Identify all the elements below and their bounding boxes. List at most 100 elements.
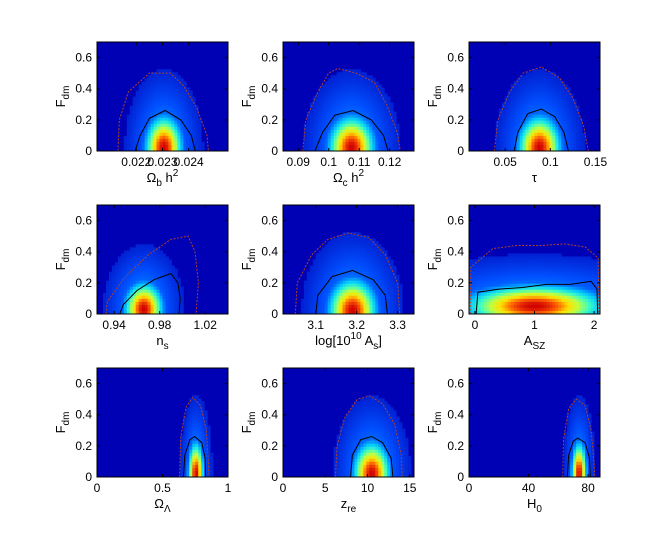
heatmap-cell: [535, 72, 538, 75]
heatmap-cell: [529, 133, 532, 136]
heatmap-cell: [576, 136, 579, 139]
heatmap-cell: [552, 121, 555, 124]
heatmap-cell: [130, 284, 133, 287]
heatmap-cell: [582, 290, 585, 293]
heatmap-cell: [384, 462, 387, 465]
heatmap-cell: [349, 453, 352, 456]
heatmap-cell: [387, 127, 390, 130]
heatmap-cell: [357, 432, 360, 435]
heatmap-cell: [133, 305, 136, 308]
heatmap-cell: [118, 275, 121, 278]
heatmap-cell: [337, 296, 340, 299]
heatmap-cell: [133, 263, 136, 266]
heatmap-cell: [573, 142, 576, 145]
heatmap-cell: [136, 133, 139, 136]
heatmap-cell: [535, 275, 538, 278]
heatmap-cell: [520, 78, 523, 81]
heatmap-cell: [552, 256, 555, 259]
heatmap-cell: [523, 281, 526, 284]
heatmap-cell: [540, 121, 543, 124]
heatmap-cell: [106, 290, 109, 293]
heatmap-cell: [121, 284, 124, 287]
heatmap-cell: [532, 260, 535, 263]
heatmap-cell: [505, 106, 508, 109]
heatmap-cell: [535, 256, 538, 259]
heatmap-cell: [316, 109, 319, 112]
heatmap-cell: [154, 81, 157, 84]
heatmap-cell: [349, 93, 352, 96]
heatmap-cell: [540, 287, 543, 290]
heatmap-cell: [163, 272, 166, 275]
heatmap-cell: [363, 450, 366, 453]
heatmap-cell: [396, 447, 399, 450]
heatmap-cell: [511, 90, 514, 93]
heatmap-cell: [136, 118, 139, 121]
heatmap-cell: [378, 413, 381, 416]
heatmap-cell: [585, 256, 588, 259]
heatmap-cell: [579, 145, 582, 148]
heatmap-cell: [346, 305, 349, 308]
heatmap-cell: [148, 278, 151, 281]
heatmap-cell: [198, 447, 201, 450]
heatmap-cell: [151, 284, 154, 287]
heatmap-cell: [375, 256, 378, 259]
heatmap-cell: [136, 253, 139, 256]
heatmap-cell: [552, 302, 555, 305]
heatmap-cell: [514, 121, 517, 124]
heatmap-cell: [393, 112, 396, 115]
heatmap-cell: [115, 266, 118, 269]
heatmap-cell: [564, 90, 567, 93]
heatmap-cell: [118, 260, 121, 263]
heatmap-cell: [349, 124, 352, 127]
heatmap-cell: [366, 253, 369, 256]
heatmap-cell: [349, 290, 352, 293]
heatmap-cell: [520, 269, 523, 272]
heatmap-cell: [139, 142, 142, 145]
heatmap-cell: [201, 401, 204, 404]
heatmap-cell: [381, 299, 384, 302]
heatmap-cell: [558, 118, 561, 121]
heatmap-cell: [378, 121, 381, 124]
heatmap-cell: [133, 278, 136, 281]
heatmap-cell: [558, 305, 561, 308]
heatmap-cell: [357, 401, 360, 404]
heatmap-cell: [174, 109, 177, 112]
heatmap-cell: [198, 471, 201, 474]
heatmap-cell: [160, 308, 163, 311]
heatmap-cell: [334, 136, 337, 139]
heatmap-cell: [567, 296, 570, 299]
heatmap-cell: [313, 287, 316, 290]
heatmap-cell: [186, 142, 189, 145]
heatmap-cell: [157, 139, 160, 142]
heatmap-cell: [526, 256, 529, 259]
heatmap-cell: [375, 407, 378, 410]
heatmap-cell: [340, 130, 343, 133]
heatmap-cell: [154, 127, 157, 130]
heatmap-cell: [142, 139, 145, 142]
heatmap-cell: [499, 305, 502, 308]
heatmap-cell: [192, 97, 195, 100]
heatmap-cell: [343, 139, 346, 142]
heatmap-cell: [472, 290, 475, 293]
heatmap-cell: [151, 247, 154, 250]
heatmap-cell: [378, 468, 381, 471]
heatmap-cell: [369, 465, 372, 468]
heatmap-cell: [402, 447, 405, 450]
heatmap-cell: [322, 90, 325, 93]
heatmap-cell: [511, 112, 514, 115]
heatmap-cell: [555, 106, 558, 109]
heatmap-cell: [520, 275, 523, 278]
heatmap-cell: [540, 142, 543, 145]
heatmap-cell: [472, 293, 475, 296]
heatmap-cell: [520, 87, 523, 90]
heatmap-cell: [171, 145, 174, 148]
heatmap-cell: [154, 100, 157, 103]
y-axis-label: Fdm: [425, 249, 444, 271]
heatmap-cell: [363, 281, 366, 284]
heatmap-cell: [195, 413, 198, 416]
heatmap-cell: [543, 124, 546, 127]
heatmap-cell: [546, 136, 549, 139]
heatmap-cell: [157, 106, 160, 109]
heatmap-cell: [514, 269, 517, 272]
